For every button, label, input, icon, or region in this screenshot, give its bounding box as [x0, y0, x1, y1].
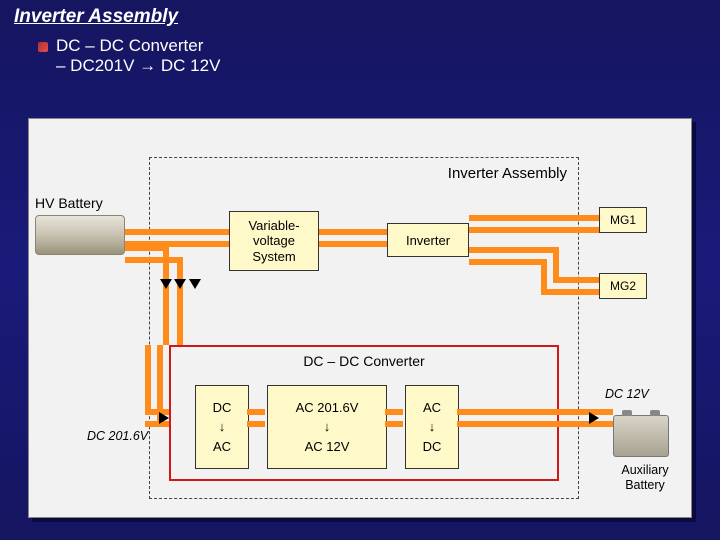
bullet-line1: DC – DC Converter	[56, 36, 220, 56]
sb1-l2: ↓	[219, 417, 226, 437]
connector	[553, 277, 599, 283]
mg2-box: MG2	[599, 273, 647, 299]
sb3-l2: ↓	[429, 417, 436, 437]
sb1-l1: DC	[213, 398, 232, 418]
inverter-box: Inverter	[387, 223, 469, 257]
connector	[125, 257, 183, 263]
sb2-l3: AC 12V	[305, 437, 350, 457]
assembly-label: Inverter Assembly	[444, 165, 571, 182]
connector	[469, 215, 599, 221]
hv-battery-label: HV Battery	[35, 195, 103, 211]
variable-voltage-system-box: Variable- voltage System	[229, 211, 319, 271]
sb2-l2: ↓	[324, 417, 331, 437]
sb3-l1: AC	[423, 398, 441, 418]
connector	[469, 259, 547, 265]
connector	[247, 421, 265, 427]
aux-battery-icon	[613, 415, 669, 457]
dc-output-label: DC 12V	[605, 387, 649, 401]
connector	[469, 247, 559, 253]
connector	[541, 289, 599, 295]
hv-battery-icon	[35, 215, 125, 255]
connector	[541, 259, 547, 289]
arrow-right-icon	[159, 412, 169, 424]
connector	[163, 245, 169, 345]
dc-input-label: DC 201.6V	[87, 429, 148, 443]
connector	[469, 227, 599, 233]
slide: Inverter Assembly DC – DC Converter – DC…	[0, 0, 720, 540]
dc-to-ac-box: DC ↓ AC	[195, 385, 249, 469]
diagram-panel: Inverter Assembly HV Battery Variable- v…	[28, 118, 692, 518]
connector	[125, 229, 229, 235]
bullet-text: DC – DC Converter – DC201V → DC 12V	[56, 36, 220, 76]
ac-stepdown-box: AC 201.6V ↓ AC 12V	[267, 385, 387, 469]
sb3-l3: DC	[423, 437, 442, 457]
connector	[385, 421, 403, 427]
sb1-l3: AC	[213, 437, 231, 457]
arrow-down-icon	[160, 279, 172, 289]
page-title: Inverter Assembly	[14, 6, 178, 28]
arrow-right-icon	[589, 412, 599, 424]
connector	[145, 345, 151, 415]
bullet-icon	[38, 42, 48, 52]
aux-battery-label: Auxiliary Battery	[605, 463, 685, 493]
dcdc-title: DC – DC Converter	[171, 353, 557, 369]
arrow-down-icon	[189, 279, 201, 289]
ac-to-dc-box: AC ↓ DC	[405, 385, 459, 469]
mg1-box: MG1	[599, 207, 647, 233]
sb2-l1: AC 201.6V	[296, 398, 359, 418]
bullet-line2: – DC201V → DC 12V	[56, 56, 220, 76]
connector	[177, 257, 183, 345]
bullet: DC – DC Converter – DC201V → DC 12V	[38, 36, 220, 76]
connector	[385, 409, 403, 415]
connector	[319, 241, 387, 247]
connector	[247, 409, 265, 415]
connector	[319, 229, 387, 235]
arrow-down-icon	[174, 279, 186, 289]
